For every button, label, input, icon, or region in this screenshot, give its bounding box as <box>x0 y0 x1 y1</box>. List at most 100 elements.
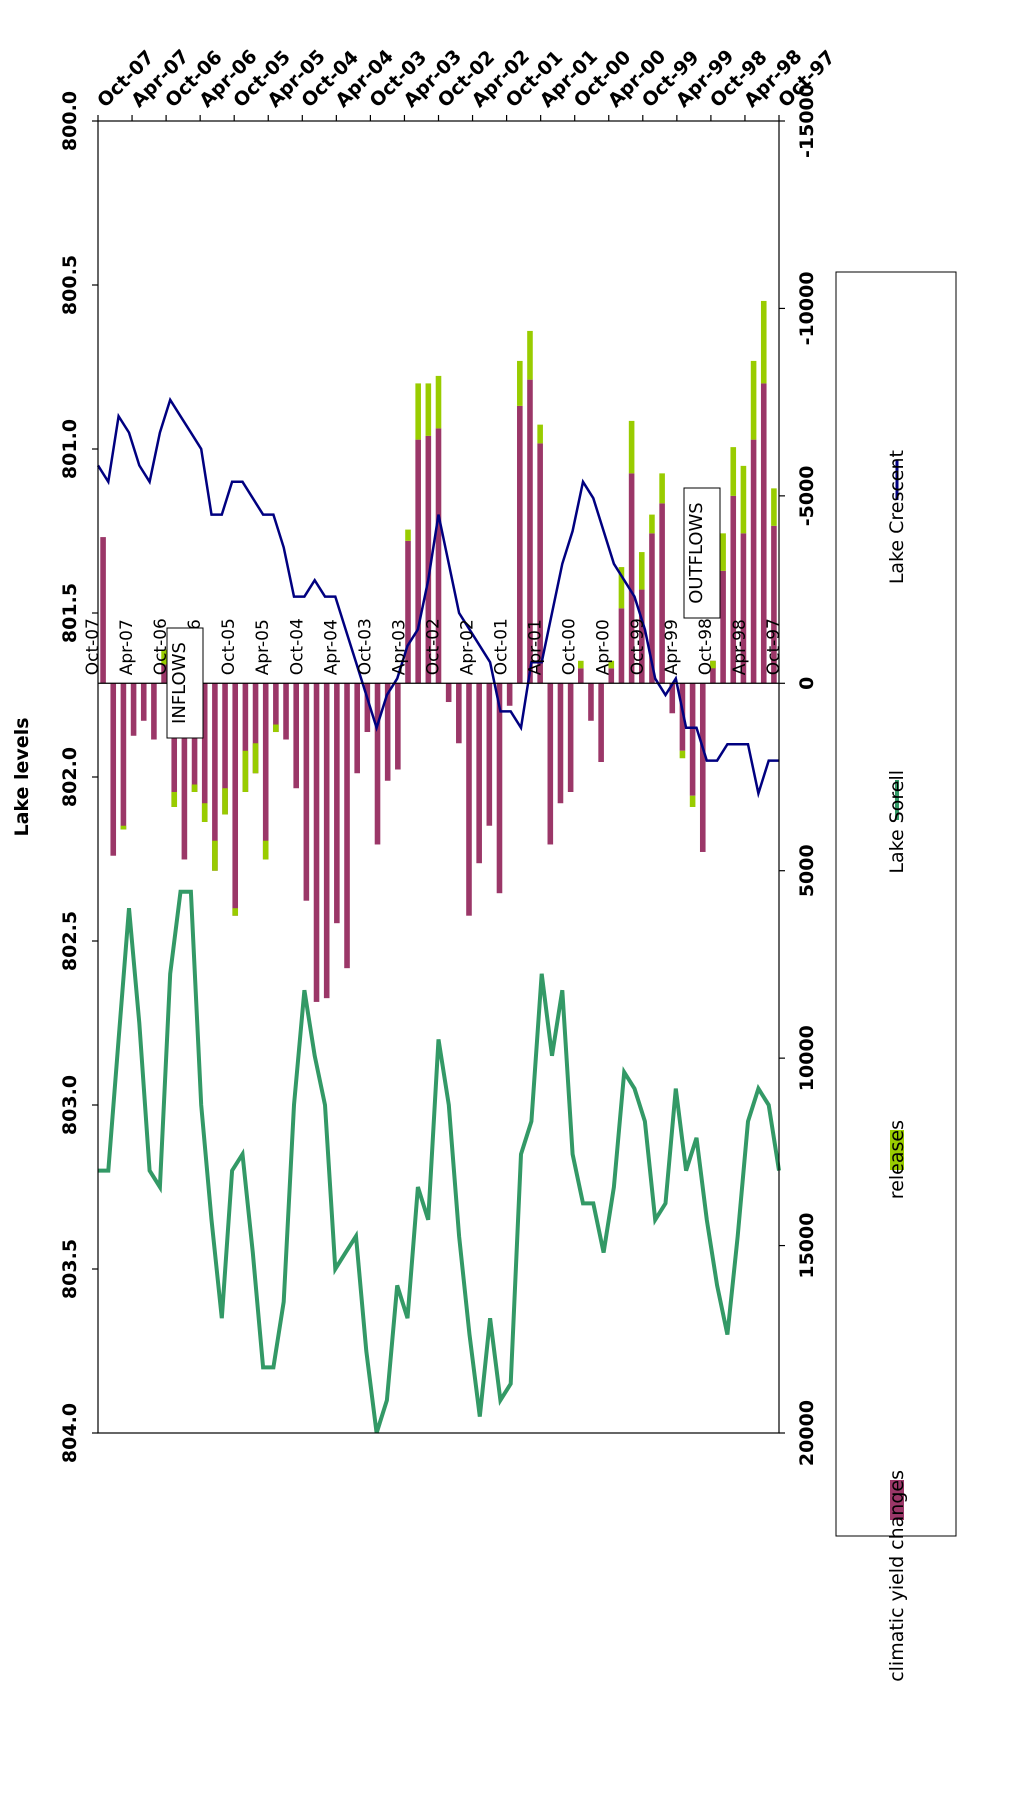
release-bar <box>201 803 208 822</box>
climatic-bar <box>395 683 401 770</box>
climatic-bar <box>151 683 157 740</box>
lake-sorell-line <box>98 889 781 1434</box>
climatic-bar <box>476 683 482 864</box>
climatic-bar <box>456 683 462 744</box>
climatic-bar <box>740 533 747 684</box>
release-bar <box>740 465 747 534</box>
climatic-bar <box>161 664 167 684</box>
climatic-bar <box>364 683 371 733</box>
climatic-bar <box>547 683 554 845</box>
release-bar <box>537 424 543 444</box>
climatic-bar <box>588 683 594 721</box>
climatic-bar <box>303 683 310 901</box>
climatic-bar <box>679 683 686 751</box>
inner-date-label: Oct-02 <box>424 618 444 675</box>
climatic-bar <box>262 683 269 860</box>
release-bar <box>273 724 279 733</box>
right-tick-label: 801.5 <box>59 583 81 643</box>
climatic-bar <box>323 683 330 999</box>
climatic-bar <box>140 683 147 721</box>
climatic-bar <box>212 683 218 871</box>
release-bar <box>252 743 259 774</box>
release-bar <box>578 660 584 669</box>
climatic-bar <box>567 683 574 792</box>
inner-date-label: Oct-04 <box>287 618 307 675</box>
right-tick-label: 803.0 <box>59 1075 81 1135</box>
inner-date-label: Apr-05 <box>253 619 273 675</box>
inflows-box <box>166 627 204 739</box>
left-tick-label: -10000 <box>796 271 818 345</box>
climatic-bar <box>293 683 299 789</box>
release-bar <box>638 552 645 590</box>
climatic-bar <box>425 435 432 684</box>
release-bar <box>689 795 696 807</box>
climatic-bar <box>659 503 665 684</box>
climatic-bar <box>557 683 564 804</box>
legend-label: climatic yield changes <box>886 1470 908 1682</box>
right-tick-label: 804.0 <box>59 1403 81 1463</box>
climatic-bar <box>273 683 279 733</box>
left-tick-label: -15000 <box>796 84 818 158</box>
climatic-bar <box>720 570 726 684</box>
right-tick-label: 802.0 <box>59 747 81 807</box>
release-bar <box>191 784 198 792</box>
release-bar <box>171 791 178 807</box>
axes <box>92 115 785 1434</box>
release-bar <box>608 660 615 669</box>
release-bar <box>527 330 533 380</box>
release-bar <box>649 514 655 534</box>
inner-date-label: Oct-01 <box>492 618 512 675</box>
climatic-bar <box>496 683 503 894</box>
climatic-bar <box>750 439 757 684</box>
climatic-bar <box>222 683 228 815</box>
legend-swatch <box>890 1130 904 1170</box>
legend: climatic yield changes releases Lake Sorel… <box>835 271 957 1682</box>
climatic-bar <box>527 379 533 684</box>
climatic-bar <box>760 383 767 684</box>
inner-date-label: Apr-99 <box>662 619 682 675</box>
inner-date-label: Apr-07 <box>117 619 137 675</box>
climatic-bar <box>578 668 584 684</box>
outflows-box <box>683 487 721 619</box>
right-tick-label: 800.5 <box>59 255 81 315</box>
release-bar <box>720 533 726 571</box>
right-axis-title: Lake levels <box>11 717 33 836</box>
climatic-bar <box>598 683 604 763</box>
left-tick-label: 5000 <box>796 844 818 897</box>
inner-date-label: Oct-03 <box>355 618 375 675</box>
release-bar <box>659 473 665 504</box>
inner-date-label: Apr-04 <box>321 619 341 675</box>
release-bar <box>222 788 228 815</box>
climatic-bar <box>283 683 289 740</box>
climatic-bar <box>628 473 635 684</box>
climatic-bar <box>374 683 381 845</box>
release-bar <box>710 660 716 669</box>
climatic-bar <box>435 428 442 684</box>
release-bar <box>517 360 523 406</box>
inner-date-label: Apr-00 <box>594 619 614 675</box>
release-bar <box>730 447 737 496</box>
climatic-bar <box>730 495 737 684</box>
climatic-bar <box>344 683 350 969</box>
climatic-bar <box>608 668 615 684</box>
release-bar <box>750 360 757 440</box>
inflows-label: INFLOWS <box>169 642 190 724</box>
plot-frame <box>97 120 780 1434</box>
inner-date-label: Oct-99 <box>628 618 648 675</box>
plot-area <box>96 300 781 1434</box>
climatic-bar <box>242 683 249 792</box>
right-tick-label: 800.0 <box>59 91 81 151</box>
release-bar <box>232 908 239 916</box>
inner-date-label: Apr-98 <box>730 619 750 675</box>
inner-date-label: Apr-02 <box>458 619 478 675</box>
climatic-bar <box>415 439 421 684</box>
release-bar <box>618 567 625 609</box>
inner-date-label: Oct-00 <box>560 618 580 675</box>
climatic-bar <box>384 683 391 781</box>
legend-label: releases <box>886 1120 908 1199</box>
climatic-bar <box>618 608 625 684</box>
climatic-bar <box>638 589 645 684</box>
climatic-bar <box>710 660 716 684</box>
release-bar <box>425 383 432 436</box>
